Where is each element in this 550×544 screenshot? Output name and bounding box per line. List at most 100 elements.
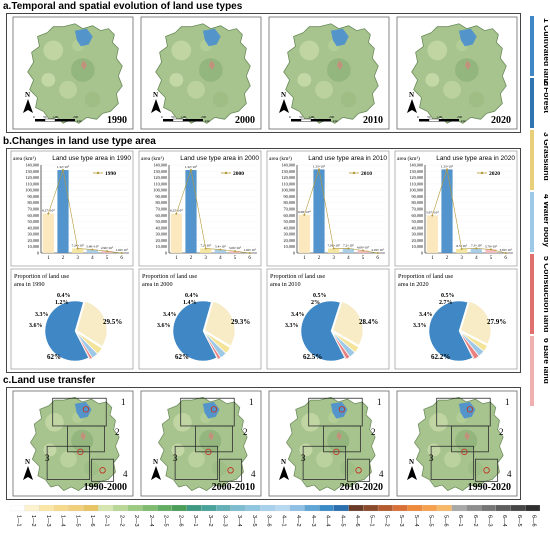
legend-label: 4 Water body — [542, 194, 548, 247]
ramp-swatch — [319, 505, 334, 511]
pie-slice-label: 3.3% — [285, 323, 299, 329]
land-patch — [315, 81, 333, 99]
legend-swatch-forest — [530, 78, 534, 128]
ramp-label: 3—2 — [207, 515, 213, 527]
pie-slice-label: 62% — [47, 353, 61, 361]
map-caption: 2020 — [491, 115, 511, 126]
legend-swatch-grass — [530, 130, 534, 190]
bar-value-label: 1.00×10¹ — [244, 248, 256, 252]
land-patch — [59, 81, 77, 99]
scale-unit: km — [205, 119, 210, 123]
pie-slice-label: 29.3% — [231, 318, 250, 326]
legend-label: 1990 — [105, 171, 116, 177]
north-label: N — [153, 91, 158, 99]
bar-value-label: 1.33×10⁵ — [313, 164, 326, 168]
bar-value-label: 3.00×10³ — [229, 246, 241, 250]
trend-point — [47, 213, 49, 215]
ramp-label: 3—3 — [221, 515, 227, 527]
pie-slice-label: 62.2% — [431, 353, 450, 361]
province-map — [156, 24, 251, 124]
map-caption: 1990-2020 — [468, 482, 511, 493]
ramp-label: 4—1 — [280, 515, 286, 527]
land-patch — [43, 40, 63, 60]
legend-label: 2020 — [489, 171, 500, 177]
y-tick-label: 0 — [421, 251, 423, 256]
charts-b-svg: area (km²)Land use type area in 1990010,… — [7, 149, 520, 372]
ramp-label: 5—3 — [398, 515, 404, 527]
bar-value-label: 7.3×10³ — [471, 243, 482, 247]
legend-label: 2 Forest — [542, 80, 548, 113]
scale-bar-segment — [173, 119, 183, 122]
legend-marker — [225, 172, 227, 174]
land-patch — [425, 73, 439, 87]
scale-tick: 50 — [171, 115, 175, 119]
pie-slice-label: 3.6% — [29, 323, 43, 329]
chart-title: Land use type area in 1990 — [52, 155, 131, 162]
scale-tick: 50 — [427, 115, 431, 119]
pie-slice-label: 2.7% — [439, 300, 453, 306]
trend-point — [431, 214, 433, 216]
bar-value-label: 2.90×10³ — [101, 246, 113, 250]
ramp-label: 4—2 — [295, 515, 301, 527]
ramp-swatch — [187, 505, 202, 511]
ramp-label: 5—5 — [428, 515, 434, 527]
province-map — [412, 24, 507, 124]
ramp-label: 1—3 — [45, 515, 51, 527]
trend-point — [91, 249, 93, 251]
bar-chart-0: area (km²)Land use type area in 1990010,… — [11, 151, 133, 266]
pie-title-line: Proportion of land use — [14, 273, 69, 280]
ramp-swatch — [39, 505, 54, 511]
zone-label-3: 3 — [173, 453, 178, 463]
ramp-swatch — [525, 505, 540, 511]
bar-value-label: 5.40×10³ — [86, 245, 98, 249]
pie-slice-label: 0.4% — [185, 293, 199, 299]
ramp-swatch — [363, 505, 378, 511]
land-patch — [45, 413, 63, 431]
bar-value-label: 3.00×10¹ — [500, 248, 512, 252]
ramp-label: 2—5 — [163, 515, 169, 527]
y-tick-label: 0 — [37, 251, 39, 256]
zone-label-3: 3 — [429, 453, 434, 463]
scale-bar-segment — [301, 119, 311, 122]
map-caption: 2000-2010 — [212, 482, 255, 493]
bar-value-label: 1.33×10⁵ — [441, 164, 454, 168]
zone-label-4: 4 — [379, 469, 384, 479]
pie-title-line: area in 2010 — [270, 281, 301, 288]
ramp-swatch — [349, 505, 364, 511]
scale-tick: 50 — [43, 115, 47, 119]
province-map — [284, 24, 379, 124]
pie-slice-label: 62% — [175, 353, 189, 361]
ramp-swatch — [231, 505, 246, 511]
trend-point — [190, 169, 192, 171]
trend-point — [77, 247, 79, 249]
land-patch — [213, 92, 229, 108]
y-axis-label: area (km²) — [13, 155, 36, 162]
ramp-label: 2—3 — [133, 515, 139, 527]
bar-1 — [299, 215, 310, 253]
north-label: N — [409, 458, 414, 466]
bar-1 — [427, 215, 438, 253]
trend-point — [362, 249, 364, 251]
bar-1 — [171, 214, 182, 253]
ramp-label: 2—2 — [118, 515, 124, 527]
trend-point — [175, 213, 177, 215]
zone-label-3: 3 — [301, 453, 306, 463]
bar-value-label: 1.32×10⁵ — [57, 165, 70, 169]
ramp-swatch — [246, 505, 261, 511]
chart-title: Land use type area in 2000 — [180, 155, 259, 162]
y-axis-label: area (km²) — [397, 155, 420, 162]
map-caption: 2000 — [235, 115, 255, 126]
ramp-label: 6—4 — [501, 515, 507, 527]
ramp-label: 4—5 — [339, 515, 345, 527]
scale-tick: 100 — [181, 115, 187, 119]
trend-point — [475, 247, 477, 249]
legend-marker — [97, 172, 99, 174]
ramp-label: 6—1 — [457, 515, 463, 527]
ramp-label: 6—3 — [486, 515, 492, 527]
pie-slice-label: 1.2% — [55, 300, 69, 306]
ramp-swatch — [113, 505, 128, 511]
